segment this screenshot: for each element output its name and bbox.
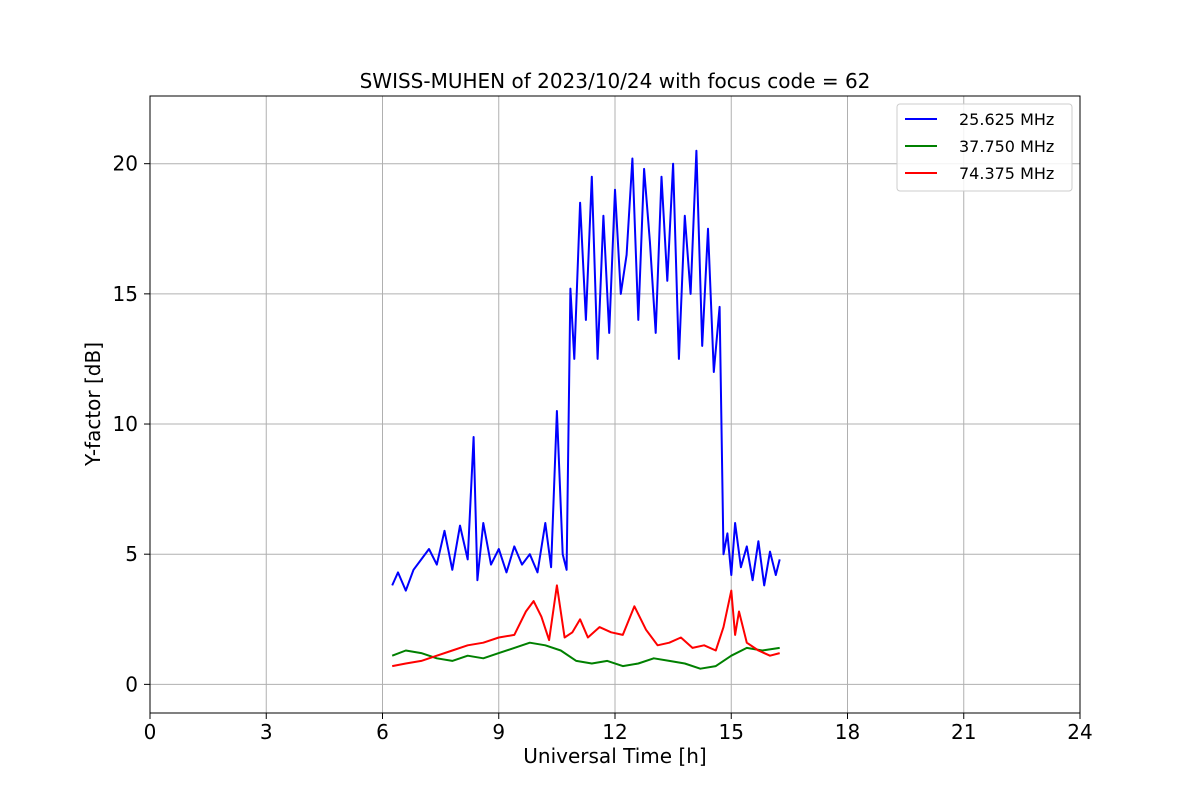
y-tick-label: 10: [113, 412, 138, 436]
legend-label: 74.375 MHz: [959, 164, 1054, 183]
chart-title: SWISS-MUHEN of 2023/10/24 with focus cod…: [360, 69, 871, 93]
legend: 25.625 MHz 37.750 MHz 74.375 MHz: [896, 103, 1073, 192]
x-tick-label: 15: [719, 720, 744, 744]
x-tick-label: 6: [376, 720, 389, 744]
y-tick-label: 0: [125, 672, 138, 696]
series-line-3: [392, 584, 780, 668]
legend-box: [896, 103, 1073, 192]
y-tick-label: 5: [125, 542, 138, 566]
x-tick-label: 18: [835, 720, 860, 744]
series-line-1: [391, 149, 781, 592]
y-tick-label: 20: [113, 152, 138, 176]
x-axis-label: Universal Time [h]: [523, 744, 706, 768]
x-tick-label: 3: [260, 720, 273, 744]
legend-label: 25.625 MHz: [959, 110, 1054, 129]
y-axis-label: Y-factor [dB]: [81, 342, 105, 467]
legend-label: 37.750 MHz: [959, 137, 1054, 156]
x-tick-label: 12: [602, 720, 627, 744]
x-tick-label: 0: [144, 720, 157, 744]
axis-ticks: 0 3 6 9 12 15 18 21 24 0 5 10 15 20: [113, 152, 1093, 744]
series-group: [391, 149, 781, 670]
y-tick-label: 15: [113, 282, 138, 306]
x-tick-label: 9: [492, 720, 505, 744]
series-line-2: [391, 641, 780, 670]
x-tick-label: 21: [951, 720, 976, 744]
x-tick-label: 24: [1067, 720, 1092, 744]
